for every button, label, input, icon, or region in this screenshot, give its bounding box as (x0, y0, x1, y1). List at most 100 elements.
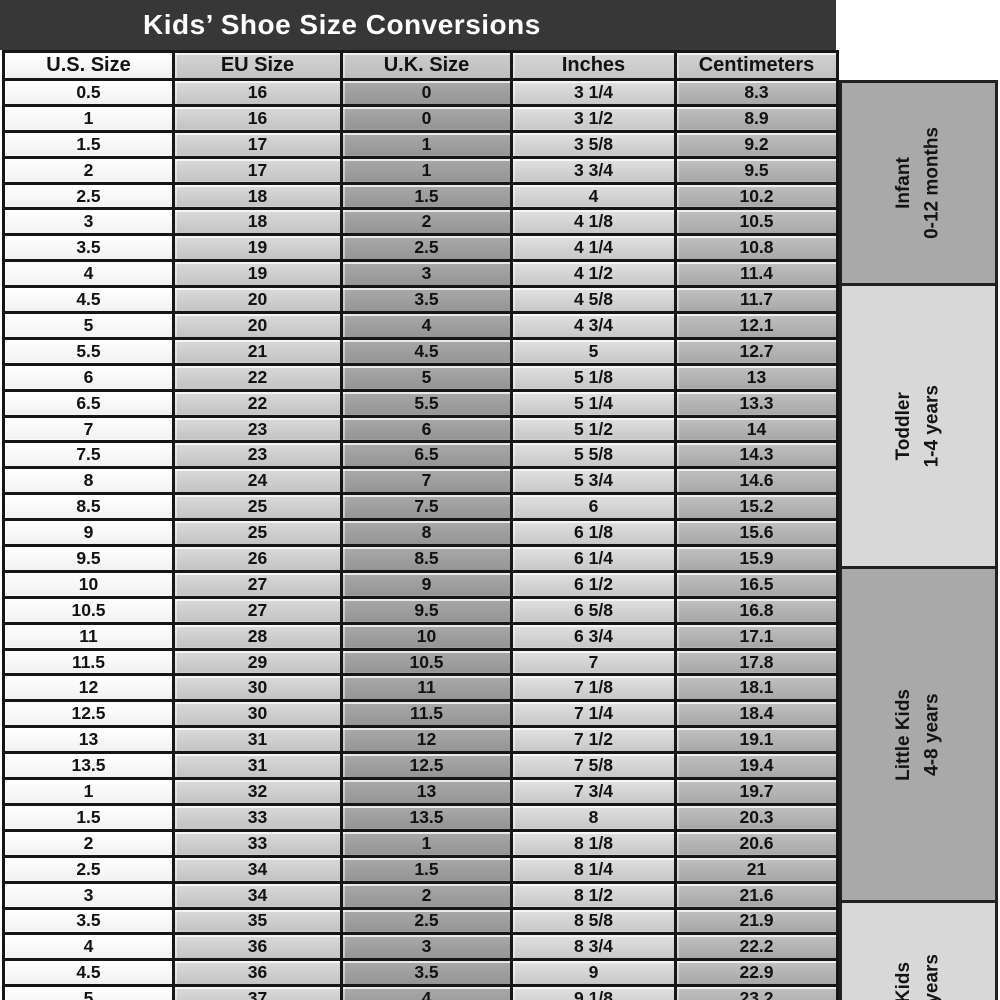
cell-eu: 23 (172, 440, 343, 470)
table-row: 7 23 6 5 1/2 14 (2, 414, 839, 444)
age-group-infant-label: Infant 0-12 months (890, 127, 947, 239)
table-row: 10 27 9 6 1/2 16.5 (2, 569, 839, 599)
cell-cm: 14.6 (674, 466, 839, 496)
age-group-little-kids: Little Kids 4-8 years (839, 566, 998, 903)
cell-us: 3 (2, 207, 175, 237)
table-row: 0.5 16 0 3 1/4 8.3 (2, 78, 839, 107)
cell-eu: 33 (172, 802, 343, 832)
age-group-range: 1-4 years (921, 384, 943, 468)
age-group-infant: Infant 0-12 months (839, 80, 998, 286)
cell-cm: 10.2 (674, 181, 839, 211)
cell-cm: 20.3 (674, 802, 839, 832)
cell-cm: 15.9 (674, 544, 839, 573)
cell-cm: 19.7 (674, 777, 839, 806)
table-row: 4.5 36 3.5 9 22.9 (2, 958, 839, 988)
cell-uk: 3 (340, 259, 513, 289)
cell-us: 8.5 (2, 492, 175, 522)
cell-cm: 17.8 (674, 647, 839, 677)
cell-us: 9 (2, 518, 175, 548)
cell-uk: 13 (340, 777, 513, 806)
cell-us: 3.5 (2, 233, 175, 263)
cell-us: 9.5 (2, 544, 175, 573)
cell-cm: 13.3 (674, 388, 839, 418)
cell-uk: 5.5 (340, 388, 513, 418)
age-group-toddler: Toddler 1-4 years (839, 283, 998, 569)
table-row: 10.5 27 9.5 6 5/8 16.8 (2, 595, 839, 625)
cell-eu: 25 (172, 492, 343, 522)
cell-us: 13.5 (2, 751, 175, 781)
column-header-us-size: U.S. Size (2, 50, 175, 81)
age-group-range: 8-12 years (921, 953, 943, 1000)
cell-us: 0.5 (2, 78, 175, 107)
conversion-table-wrap: U.S. Size EU Size U.K. Size Inches Centi… (2, 50, 839, 1000)
table-row: 11 28 10 6 3/4 17.1 (2, 621, 839, 651)
cell-uk: 6.5 (340, 440, 513, 470)
table-body: 0.5 16 0 3 1/4 8.3 1 16 0 3 1/2 8.9 1.5 17 1 3 5/8 9.2… (2, 78, 839, 1000)
cell-us: 6 (2, 362, 175, 392)
table-row: 13.5 31 12.5 7 5/8 19.4 (2, 751, 839, 781)
cell-eu: 22 (172, 362, 343, 392)
cell-cm: 18.1 (674, 673, 839, 703)
table-row: 5.5 21 4.5 5 12.7 (2, 336, 839, 366)
cell-eu: 34 (172, 880, 343, 910)
cell-eu: 28 (172, 621, 343, 651)
cell-uk: 10 (340, 621, 513, 651)
cell-uk: 0 (340, 103, 513, 133)
cell-uk: 3.5 (340, 958, 513, 988)
conversion-table: U.S. Size EU Size U.K. Size Inches Centi… (2, 50, 839, 1000)
cell-us: 2 (2, 828, 175, 858)
cell-eu: 27 (172, 569, 343, 599)
cell-eu: 23 (172, 414, 343, 444)
cell-uk: 10.5 (340, 647, 513, 677)
table-row: 3.5 19 2.5 4 1/4 10.8 (2, 233, 839, 263)
table-row: 4 19 3 4 1/2 11.4 (2, 259, 839, 289)
cell-cm: 18.4 (674, 699, 839, 729)
cell-uk: 4 (340, 984, 513, 1000)
cell-cm: 8.3 (674, 78, 839, 107)
cell-in: 3 1/2 (510, 103, 677, 133)
table-row: 2.5 34 1.5 8 1/4 21 (2, 854, 839, 884)
cell-in: 5 3/4 (510, 466, 677, 496)
cell-eu: 26 (172, 544, 343, 573)
cell-in: 3 3/4 (510, 155, 677, 185)
cell-us: 7.5 (2, 440, 175, 470)
cell-in: 7 (510, 647, 677, 677)
table-row: 9.5 26 8.5 6 1/4 15.9 (2, 544, 839, 573)
cell-us: 4 (2, 259, 175, 289)
cell-in: 6 3/4 (510, 621, 677, 651)
column-header-eu-size: EU Size (172, 50, 343, 81)
age-group-range: 4-8 years (921, 693, 943, 776)
cell-cm: 19.4 (674, 751, 839, 781)
cell-us: 3 (2, 880, 175, 910)
cell-cm: 12.1 (674, 311, 839, 340)
age-group-big-kids: Big Kids 8-12 years (839, 900, 998, 1000)
cell-cm: 14.3 (674, 440, 839, 470)
cell-eu: 19 (172, 259, 343, 289)
cell-eu: 20 (172, 311, 343, 340)
table-row: 5 20 4 4 3/4 12.1 (2, 311, 839, 340)
cell-cm: 11.7 (674, 285, 839, 315)
age-group-name: Toddler (893, 391, 914, 461)
cell-cm: 9.5 (674, 155, 839, 185)
cell-in: 8 5/8 (510, 906, 677, 936)
table-row: 3 18 2 4 1/8 10.5 (2, 207, 839, 237)
table-row: 8 24 7 5 3/4 14.6 (2, 466, 839, 496)
age-group-name: Infant (893, 157, 914, 209)
cell-us: 13 (2, 725, 175, 755)
cell-uk: 4.5 (340, 336, 513, 366)
cell-in: 5 1/8 (510, 362, 677, 392)
column-header-centimeters: Centimeters (674, 50, 839, 81)
cell-uk: 2.5 (340, 233, 513, 263)
cell-cm: 21.6 (674, 880, 839, 910)
table-row: 2.5 18 1.5 4 10.2 (2, 181, 839, 211)
cell-cm: 13 (674, 362, 839, 392)
cell-us: 10.5 (2, 595, 175, 625)
table-row: 7.5 23 6.5 5 5/8 14.3 (2, 440, 839, 470)
table-row: 4.5 20 3.5 4 5/8 11.7 (2, 285, 839, 315)
cell-cm: 20.6 (674, 828, 839, 858)
cell-uk: 2 (340, 207, 513, 237)
cell-in: 7 1/2 (510, 725, 677, 755)
cell-in: 9 1/8 (510, 984, 677, 1000)
cell-us: 2 (2, 155, 175, 185)
cell-in: 7 5/8 (510, 751, 677, 781)
